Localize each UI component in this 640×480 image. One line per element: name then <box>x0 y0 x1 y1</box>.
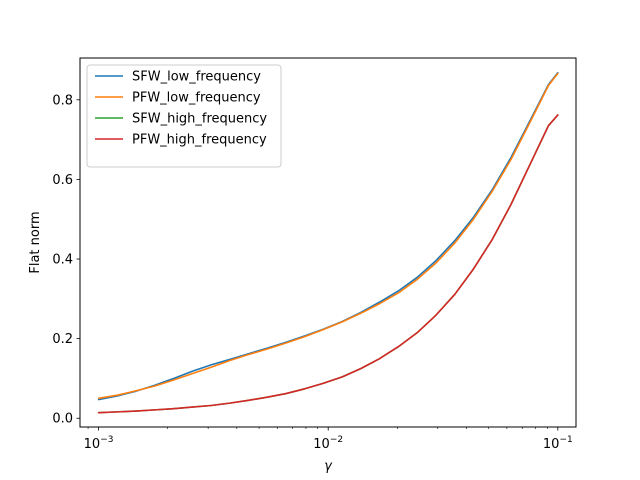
x-tick-label-exponent: −3 <box>100 435 113 445</box>
y-tick-label: 0.0 <box>52 412 73 427</box>
series-layer <box>97 71 559 414</box>
x-tick-label-base: 10 <box>313 437 330 452</box>
y-axis-title: Flat norm <box>28 211 43 273</box>
x-tick-label: 10−2 <box>313 435 343 452</box>
x-tick-label: 10−1 <box>543 435 573 452</box>
x-tick-label-exponent: −1 <box>559 435 572 445</box>
series-line-pfw-high-frequency <box>97 114 559 414</box>
y-tick-label: 0.4 <box>52 253 73 268</box>
legend: SFW_low_frequency PFW_low_frequency SFW_hi… <box>86 64 282 168</box>
series-line-pfw-low-frequency <box>97 72 559 400</box>
x-tick-label-base: 10 <box>84 437 101 452</box>
legend-label: SFW_high_frequency <box>132 112 267 127</box>
x-axis-title: γ <box>324 459 333 474</box>
y-tick-label: 0.6 <box>52 173 73 188</box>
x-tick-label-base: 10 <box>543 437 560 452</box>
x-tick-label: 10−3 <box>84 435 114 452</box>
legend-box <box>86 64 282 168</box>
y-axis: 0.0 0.2 0.4 0.6 0.8 <box>52 93 80 427</box>
x-axis: 10−3 10−2 10−1 <box>84 427 573 452</box>
legend-label: PFW_low_frequency <box>132 91 261 106</box>
legend-label: SFW_low_frequency <box>132 70 261 85</box>
y-tick-label: 0.8 <box>52 93 73 108</box>
x-tick-label-exponent: −2 <box>330 435 343 445</box>
y-tick-label: 0.2 <box>52 332 73 347</box>
legend-label: PFW_high_frequency <box>132 133 267 148</box>
